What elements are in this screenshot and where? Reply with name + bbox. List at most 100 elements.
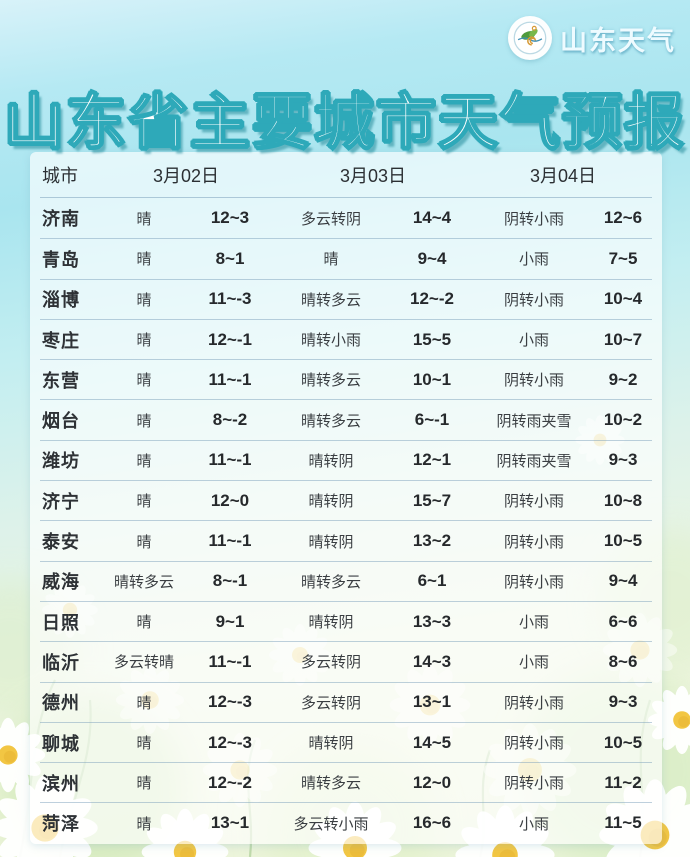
- weather-cell: 晴转多云: [300, 572, 361, 591]
- temp-cell: 14~4: [412, 208, 452, 228]
- weather-cell: 晴转阴: [308, 532, 354, 551]
- weather-cell: 晴转阴: [308, 613, 354, 632]
- table-row: 滨州 晴 12~-2 晴转多云 12~0 阴转小雨 11~2: [40, 762, 652, 802]
- weather-cell: 阴转小雨: [503, 371, 564, 390]
- temp-cell: 9~1: [215, 611, 245, 631]
- table-row: 日照 晴 9~1 晴转阴 13~3 小雨 6~6: [40, 600, 652, 641]
- weather-cell: 晴: [136, 209, 152, 228]
- temp-cell: 10~8: [603, 490, 643, 510]
- table-row: 德州 晴 12~-3 多云转阴 13~1 阴转小雨 9~3: [40, 681, 652, 722]
- table-header-row: 城市 3月02日 3月03日 3月04日: [40, 152, 652, 198]
- temp-cell: 8~1: [215, 248, 245, 268]
- weather-cell: 阴转小雨: [503, 734, 564, 752]
- temp-cell: 8~-2: [212, 410, 248, 430]
- weather-cell: 晴转小雨: [300, 331, 361, 350]
- city-cell: 日照: [42, 612, 80, 633]
- temp-cell: 10~5: [603, 732, 643, 752]
- column-header-date-2: 3月03日: [339, 165, 407, 186]
- city-cell: 聊城: [42, 733, 80, 754]
- temp-cell: 9~3: [608, 692, 638, 712]
- temp-cell: 6~1: [417, 571, 447, 591]
- table-row: 菏泽 晴 13~1 多云转小雨 16~6 小雨 11~5: [40, 802, 652, 842]
- weather-cell: 阴转小雨: [503, 492, 564, 511]
- city-cell: 菏泽: [42, 814, 80, 835]
- temp-cell: 10~4: [603, 289, 643, 309]
- city-cell: 临沂: [42, 652, 80, 673]
- weather-cell: 阴转小雨: [503, 209, 564, 228]
- temp-cell: 12~0: [412, 772, 452, 792]
- weather-cell: 晴转阴: [308, 734, 354, 752]
- table-row: 济宁 晴 12~0 晴转阴 15~7 阴转小雨 10~8: [40, 480, 652, 520]
- temp-cell: 8~6: [608, 651, 638, 671]
- temp-cell: 11~5: [604, 813, 642, 833]
- weather-cell: 晴转阴: [308, 492, 354, 511]
- leaf-spiral-logo-icon: [508, 16, 552, 60]
- weather-cell: 小雨: [518, 250, 549, 269]
- temp-cell: 15~7: [412, 490, 452, 510]
- temp-cell: 12~6: [603, 208, 643, 228]
- weather-cell: 阴转雨夹雪: [496, 411, 572, 430]
- temp-cell: 10~1: [412, 369, 452, 389]
- weather-cell: 阴转小雨: [503, 774, 564, 793]
- poster-header: 山东天气 山东省主要城市天气预报: [0, 0, 690, 157]
- temp-cell: 11~-3: [208, 289, 252, 309]
- column-header-date-1: 3月02日: [152, 165, 220, 186]
- city-cell: 淄博: [42, 290, 80, 311]
- weather-cell: 晴: [136, 774, 152, 793]
- temp-cell: 12~-3: [208, 692, 252, 712]
- temp-cell: 12~3: [210, 208, 250, 228]
- city-cell: 滨州: [42, 773, 80, 794]
- weather-cell: 小雨: [518, 613, 549, 632]
- weather-cell: 晴: [136, 331, 152, 350]
- temp-cell: 9~4: [608, 571, 638, 591]
- temp-cell: 6~6: [608, 611, 638, 631]
- table-row: 枣庄 晴 12~-1 晴转小雨 15~5 小雨 10~7: [40, 318, 652, 359]
- temp-cell: 12~0: [210, 490, 250, 510]
- temp-cell: 11~-1: [208, 450, 252, 470]
- temp-cell: 14~3: [412, 651, 452, 671]
- temp-cell: 12~-1: [208, 329, 252, 349]
- weather-cell: 晴转多云: [300, 290, 361, 309]
- temp-cell: 12~-3: [208, 732, 252, 752]
- forecast-table: 城市 3月02日 3月03日 3月04日 济南晴 12~3 多云转阴 14~4 阴转小雨…: [30, 152, 662, 844]
- temp-cell: 11~-1: [208, 369, 252, 389]
- city-cell: 枣庄: [42, 330, 80, 351]
- temp-cell: 7~5: [608, 248, 638, 268]
- table-row: 威海 晴转多云 8~-1 晴转多云 6~1 阴转小雨 9~4: [40, 560, 652, 601]
- temp-cell: 10~2: [603, 410, 643, 430]
- temp-cell: 15~5: [412, 329, 452, 349]
- city-cell: 济南: [42, 209, 80, 230]
- table-row: 淄博 晴 11~-3 晴转多云 12~-2 阴转小雨 10~4: [40, 278, 652, 319]
- weather-cell: 晴: [136, 250, 152, 269]
- temp-cell: 9~4: [417, 248, 447, 268]
- temp-cell: 13~3: [412, 611, 452, 631]
- weather-cell: 小雨: [518, 653, 549, 672]
- table-body: 济南晴 12~3 多云转阴 14~4 阴转小雨 12~6 青岛晴 8~1 晴 9~4 小雨 7~5 淄博…: [40, 198, 652, 843]
- brand-name: 山东天气: [560, 25, 676, 56]
- table-row: 烟台 晴 8~-2 晴转多云 6~-1 阴转雨夹雪 10~2: [40, 399, 652, 439]
- weather-cell: 晴: [136, 290, 152, 309]
- city-cell: 青岛: [42, 249, 80, 270]
- column-header-city: 城市: [42, 165, 78, 186]
- city-cell: 威海: [42, 572, 80, 593]
- temp-cell: 16~6: [412, 813, 452, 833]
- weather-cell: 晴: [136, 814, 152, 833]
- weather-cell: 晴: [136, 371, 152, 390]
- weather-cell: 阴转雨夹雪: [496, 451, 572, 470]
- city-cell: 济宁: [42, 491, 80, 512]
- weather-cell: 多云转晴: [113, 653, 174, 672]
- temp-cell: 10~7: [603, 329, 643, 349]
- weather-cell: 晴: [136, 451, 152, 470]
- temp-cell: 11~-1: [208, 651, 252, 671]
- temp-cell: 8~-1: [212, 571, 248, 591]
- temp-cell: 13~1: [210, 813, 250, 833]
- weather-cell: 小雨: [518, 814, 549, 833]
- weather-cell: 晴转多云: [300, 371, 361, 390]
- temp-cell: 6~-1: [414, 410, 450, 430]
- weather-cell: 多云转小雨: [293, 814, 369, 833]
- weather-cell: 晴转多云: [300, 411, 361, 430]
- weather-cell: 阴转小雨: [503, 532, 564, 551]
- weather-cell: 晴: [136, 613, 152, 632]
- weather-cell: 晴转多云: [300, 774, 361, 793]
- temp-cell: 13~2: [412, 531, 452, 551]
